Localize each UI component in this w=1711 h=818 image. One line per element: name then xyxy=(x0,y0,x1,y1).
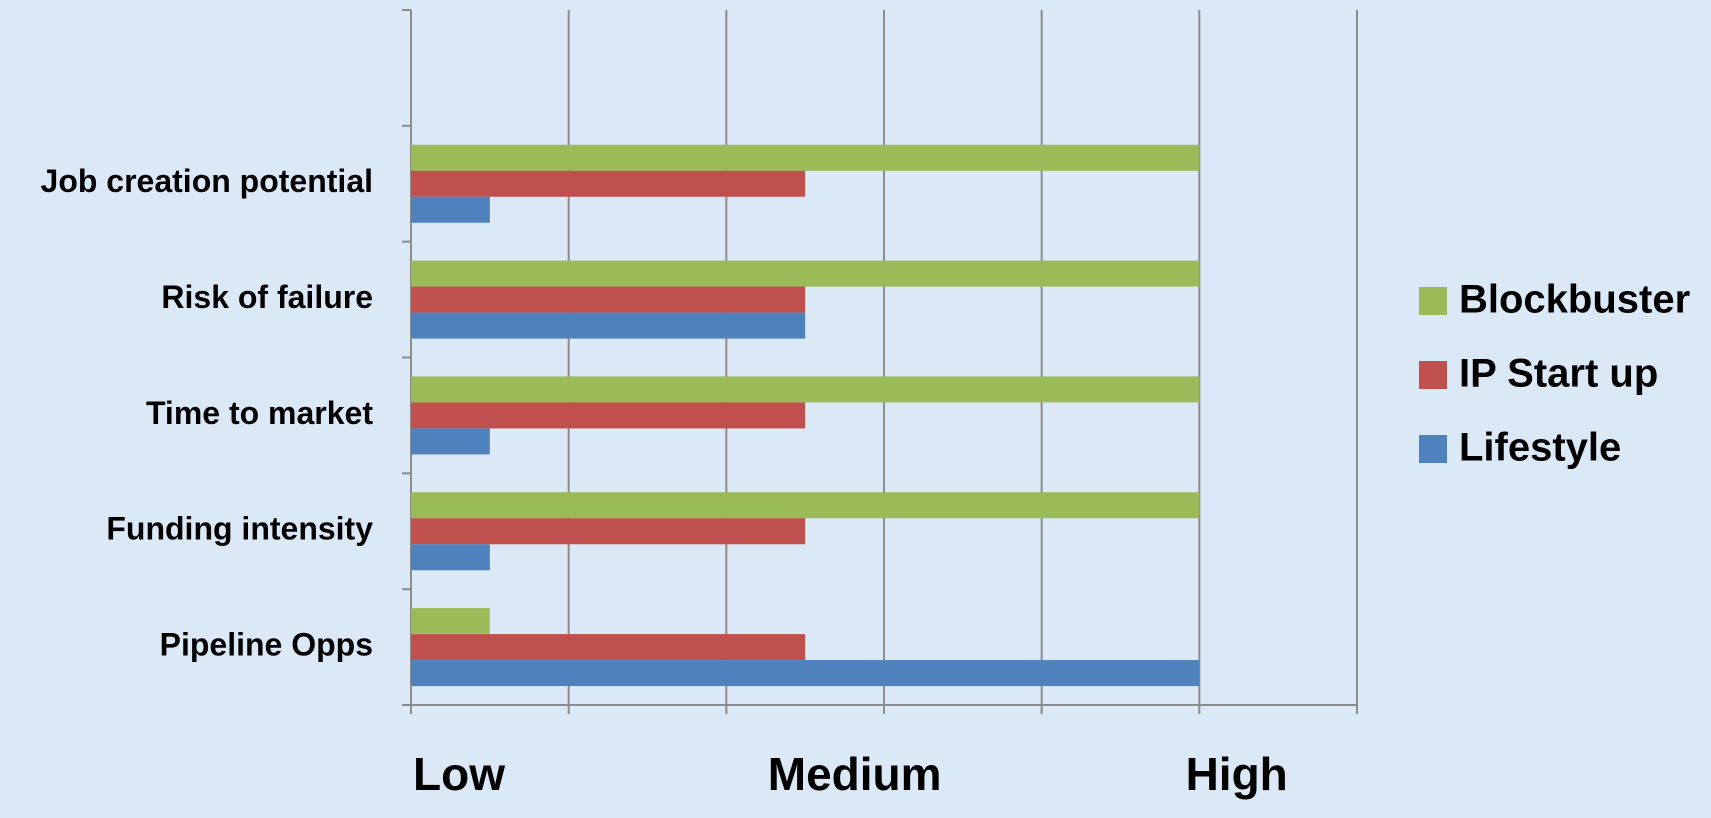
bar xyxy=(411,634,806,661)
level-label: High xyxy=(1186,748,1288,800)
bar xyxy=(411,144,1200,171)
level-labels: Low Medium High xyxy=(413,748,1288,800)
legend-swatch xyxy=(1419,435,1447,463)
bar xyxy=(411,608,490,635)
category-labels: Job creation potential Risk of failure Tim… xyxy=(41,163,374,662)
legend: Blockbuster IP Start up Lifestyle xyxy=(1419,278,1690,470)
legend-label: Blockbuster xyxy=(1459,278,1690,322)
legend-label: Lifestyle xyxy=(1459,426,1621,470)
category-label: Risk of failure xyxy=(161,279,373,315)
legend-swatch xyxy=(1419,287,1447,315)
bar xyxy=(411,260,1200,287)
bar xyxy=(411,518,806,545)
category-label: Job creation potential xyxy=(41,163,373,199)
level-label: Low xyxy=(413,748,505,800)
category-label: Pipeline Opps xyxy=(160,627,373,663)
level-label: Medium xyxy=(768,748,942,800)
bar xyxy=(411,196,490,223)
category-label: Time to market xyxy=(146,395,373,431)
bar xyxy=(411,402,806,429)
bar xyxy=(411,660,1200,687)
bar xyxy=(411,312,806,339)
legend-label: IP Start up xyxy=(1459,352,1658,396)
bar xyxy=(411,376,1200,403)
axes xyxy=(402,9,1358,714)
bar xyxy=(411,428,490,455)
bar xyxy=(411,286,806,313)
legend-swatch xyxy=(1419,361,1447,389)
bars xyxy=(411,144,1200,687)
category-label: Funding intensity xyxy=(106,511,373,547)
bar xyxy=(411,492,1200,519)
bar xyxy=(411,170,806,197)
gridlines xyxy=(567,10,1358,705)
bar xyxy=(411,544,490,571)
